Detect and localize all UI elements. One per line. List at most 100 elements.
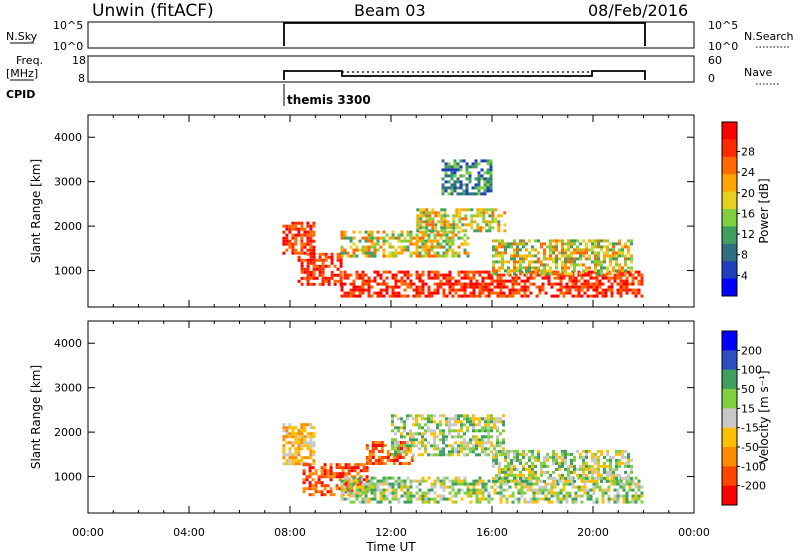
echo-cell [394, 414, 397, 418]
echo-cell [519, 461, 522, 465]
echo-cell [320, 469, 324, 473]
echo-cell [496, 435, 499, 439]
echo-cell [288, 456, 292, 460]
echo-cell [597, 449, 600, 453]
echo-cell [410, 456, 414, 459]
echo-cell [516, 260, 519, 264]
echo-cell [479, 226, 483, 230]
echo-cell [291, 456, 295, 460]
echo-cell [586, 294, 590, 298]
echo-cell [624, 470, 627, 474]
echo-cell [397, 285, 401, 289]
echo-cell [442, 432, 445, 436]
echo-cell [346, 254, 350, 258]
echo-cell [624, 242, 627, 246]
echo-cell [531, 245, 534, 249]
echo-cell [481, 494, 485, 498]
echo-cell [609, 272, 612, 276]
echo-cell [498, 461, 501, 465]
echo-cell [406, 450, 409, 454]
echo-cell [442, 447, 445, 451]
echo-cell [424, 239, 428, 243]
echo-cell [347, 484, 351, 488]
echo-cell [568, 276, 572, 280]
echo-cell [504, 248, 507, 252]
echo-cell [483, 183, 487, 187]
echo-cell [436, 233, 440, 237]
echo-cell [586, 491, 590, 495]
echo-cell [612, 242, 615, 246]
echo-cell [300, 227, 304, 231]
echo-cell [492, 269, 495, 273]
colorbar-ticklabel: -50 [741, 441, 759, 454]
echo-cell [493, 420, 496, 424]
echo-cell [502, 282, 506, 286]
echo-cell [475, 453, 478, 457]
echo-cell [379, 479, 383, 483]
echo-cell [448, 453, 451, 457]
colorbar-ticklabel: 12 [741, 228, 755, 241]
echo-cell [439, 438, 442, 442]
echo-cell [481, 276, 485, 280]
echo-cell [463, 447, 466, 451]
echo-cell [403, 236, 407, 240]
echo-cell [616, 282, 620, 286]
echo-cell [494, 217, 498, 221]
echo-cell [616, 276, 620, 280]
echo-cell [543, 269, 546, 273]
echo-cell [618, 248, 621, 252]
echo-cell [570, 452, 573, 456]
echo-cell [624, 269, 627, 273]
echo-cell [391, 420, 394, 424]
echo-cell [540, 245, 543, 249]
echo-cell [534, 272, 537, 276]
echo-cell [487, 291, 491, 295]
echo-cell [294, 227, 298, 231]
echo-cell [456, 186, 460, 190]
echo-cell [440, 223, 444, 227]
echo-cell [511, 291, 515, 295]
echo-cell [370, 236, 374, 240]
echo-cell [526, 500, 530, 504]
echo-cell [303, 276, 307, 280]
echo-cell [472, 429, 475, 433]
echo-cell [594, 245, 597, 249]
echo-cell [445, 485, 449, 489]
echo-cell [427, 285, 431, 289]
echo-cell [312, 462, 316, 466]
echo-cell [388, 476, 392, 480]
echo-cell [377, 459, 381, 462]
echo-cell [523, 291, 527, 295]
echo-cell [552, 260, 555, 264]
echo-cell [562, 291, 566, 295]
echo-cell [397, 251, 401, 255]
echo-cell [424, 242, 428, 246]
echo-cell [507, 269, 510, 273]
echo-cell [630, 467, 633, 471]
echo-cell [579, 257, 582, 261]
echo-cell [597, 242, 600, 246]
echo-cell [622, 488, 626, 492]
echo-cell [439, 279, 443, 283]
echo-cell [606, 449, 609, 453]
echo-cell [513, 254, 516, 258]
echo-cell [582, 251, 585, 255]
echo-cell [285, 224, 289, 228]
echo-cell [361, 285, 365, 289]
echo-cell [535, 497, 539, 501]
echo-cell [517, 288, 521, 292]
echo-cell [475, 491, 479, 495]
echo-cell [522, 449, 525, 453]
echo-cell [568, 285, 572, 289]
echo-cell [597, 251, 600, 255]
echo-cell [391, 285, 395, 289]
echo-cell [457, 476, 461, 480]
echo-cell [403, 479, 407, 483]
echo-cell [297, 435, 301, 439]
echo-cell [440, 229, 444, 233]
echo-cell [622, 485, 626, 489]
echo-cell [400, 279, 404, 283]
echo-cell [488, 223, 492, 227]
echo-cell [352, 236, 356, 240]
echo-cell [567, 464, 570, 468]
